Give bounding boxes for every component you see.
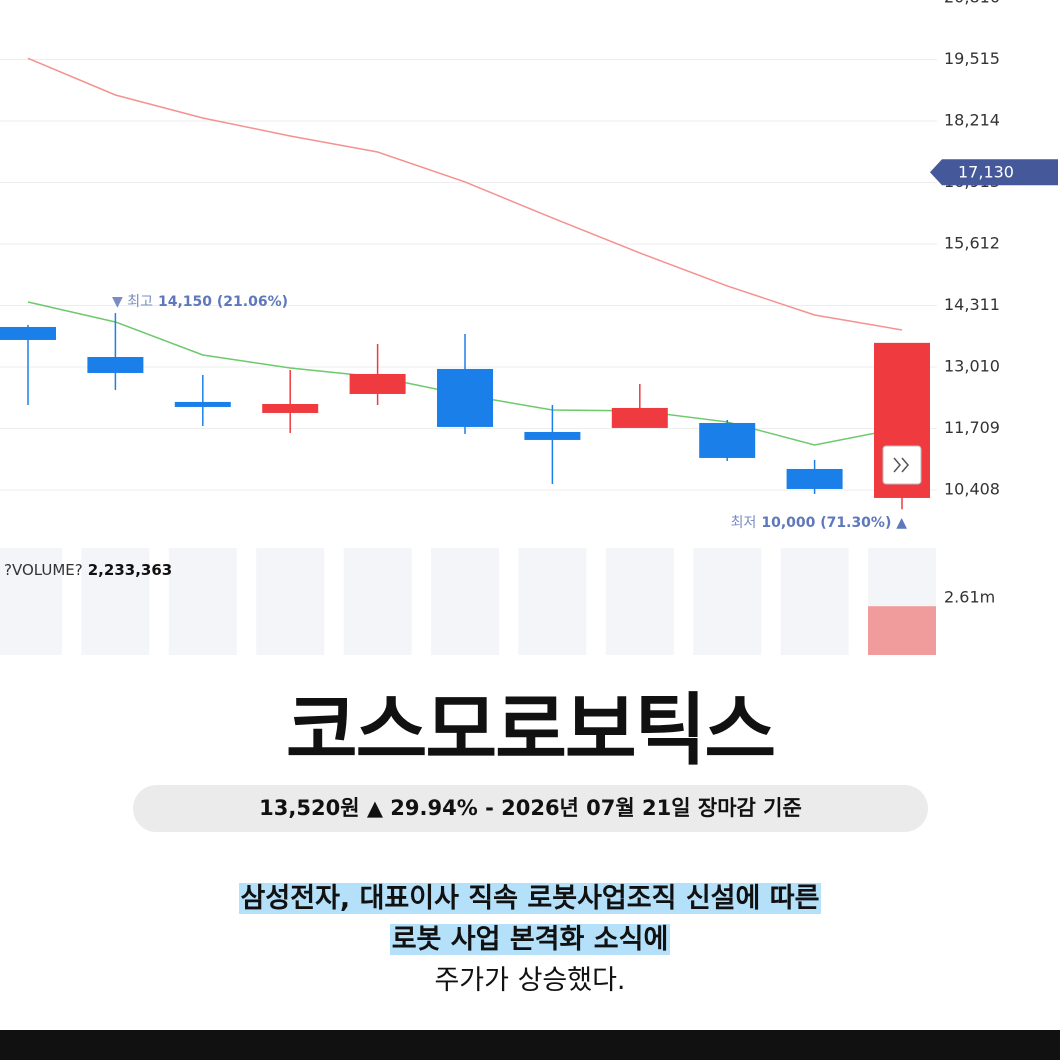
volume-column-bg: [0, 548, 62, 655]
candle-body: [87, 356, 144, 373]
footer-bar: [0, 1030, 1060, 1060]
plain-line: 주가가 상승했다.: [434, 965, 626, 996]
volume-column-bg: [605, 548, 674, 655]
candle-body: [524, 431, 581, 440]
volume-column-bg: [431, 548, 499, 655]
news-body: 삼성전자, 대표이사 직속 로봇사업조직 신설에 따른 로봇 사업 본격화 소식…: [0, 878, 1060, 1001]
volume-column-bg: [81, 548, 150, 655]
expand-button[interactable]: [882, 445, 922, 485]
chart: 10,40811,70913,01014,31115,61216,91318,2…: [0, 0, 1058, 655]
high-annotation: ▼ 최고 14,150 (21.06%): [112, 294, 288, 310]
volume-column-bg: [343, 548, 412, 655]
y-tick-label: 13,010: [944, 356, 1000, 375]
low-annotation: 최저 10,000 (71.30%) ▲: [731, 515, 908, 531]
y-tick-label: 10,408: [944, 479, 1000, 498]
volume-column-bg: [518, 548, 587, 655]
low-value: 10,000 (71.30%) ▲: [761, 515, 907, 531]
volume-column-bg: [693, 548, 762, 655]
candle-body: [174, 401, 231, 407]
candle-body: [699, 422, 756, 458]
low-label: 최저: [731, 515, 757, 531]
highlight-line: 로봇 사업 본격화 소식에: [389, 924, 671, 955]
y-tick-label: 18,214: [944, 110, 1000, 129]
moving-average-line: [27, 57, 903, 331]
current-price-label: 17,130: [958, 163, 1014, 182]
candle-body: [611, 407, 668, 428]
high-value: 14,150 (21.06%): [158, 294, 288, 310]
volume-name: ?VOLUME?: [4, 561, 83, 579]
volume-column-bg: [256, 548, 325, 655]
volume-column-bg: [168, 548, 237, 655]
volume-value: 2,233,363: [88, 561, 172, 579]
volume-legend: ?VOLUME? 2,233,363: [4, 561, 172, 579]
expand-icon: [893, 457, 909, 473]
stock-title: 코스모로보틱스: [285, 686, 776, 776]
candle-body: [437, 368, 493, 427]
price-summary: 13,520원 ▲ 29.94% - 2026년 07월 21일 장마감 기준: [133, 785, 928, 832]
highlight-line: 삼성전자, 대표이사 직속 로봇사업조직 신설에 따른: [238, 883, 822, 914]
current-price-tag: [930, 159, 1058, 186]
y-tick-label: 14,311: [944, 295, 1000, 314]
y-tick-label: 19,515: [944, 49, 1000, 68]
candle-body: [786, 468, 843, 489]
volume-column-bg: [780, 548, 849, 655]
y-tick-label: 20,816: [944, 0, 1000, 7]
y-tick-label: 15,612: [944, 233, 1000, 252]
volume-tick-label: 2.61m: [944, 588, 995, 607]
candle-body: [349, 373, 406, 394]
volume-bar: [868, 606, 936, 655]
y-tick-label: 11,709: [944, 418, 1000, 437]
high-label: ▼ 최고: [112, 294, 153, 310]
candle-body: [0, 326, 56, 340]
candle-body: [262, 403, 319, 413]
